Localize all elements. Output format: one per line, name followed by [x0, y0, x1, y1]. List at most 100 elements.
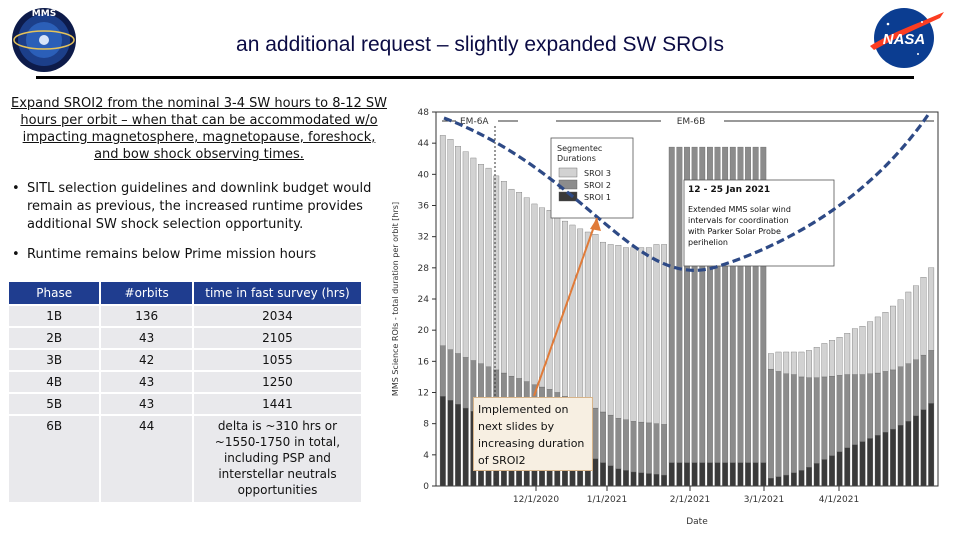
bar-sroi-3 — [897, 299, 904, 367]
bar-sroi-3 — [882, 312, 889, 372]
nasa-logo-text: NASA — [883, 31, 926, 48]
bar-sroi-2 — [691, 146, 698, 463]
annotation-text: with Parker Solar Probe — [688, 227, 781, 236]
bar-sroi-1 — [623, 470, 629, 487]
bar-sroi-3 — [645, 247, 652, 424]
bar-sroi-3 — [638, 247, 645, 423]
bar-sroi-3 — [485, 167, 492, 367]
bar-sroi-3 — [615, 245, 622, 419]
bar-sroi-3 — [623, 247, 629, 420]
bar-sroi-1 — [874, 435, 881, 487]
bullet-text: SITL selection guidelines and downlink b… — [27, 181, 372, 232]
bar-sroi-2 — [615, 418, 622, 470]
bar-sroi-3 — [913, 285, 919, 360]
bar-sroi-1 — [851, 444, 858, 487]
bar-sroi-3 — [592, 234, 599, 409]
cell-orbits: 44 — [101, 416, 192, 502]
bar-sroi-3 — [508, 188, 515, 377]
bar-sroi-3 — [844, 333, 851, 375]
bar-sroi-3 — [523, 197, 530, 382]
bar-sroi-2 — [867, 373, 874, 439]
cell-phase: 5B — [9, 394, 100, 414]
bar-sroi-3 — [600, 241, 606, 413]
legend-entry: SROI 2 — [584, 181, 611, 190]
annotation-text: perihelion — [688, 238, 728, 247]
bar-sroi-2 — [775, 371, 782, 477]
bar-sroi-3 — [439, 135, 446, 346]
annotation-date: 12 - 25 Jan 2021 — [688, 185, 770, 195]
bar-sroi-1 — [638, 472, 645, 487]
bar-sroi-3 — [775, 351, 782, 372]
legend-entry: SROI 3 — [584, 169, 611, 178]
bar-sroi-2 — [462, 357, 469, 409]
bar-sroi-1 — [859, 441, 866, 487]
title-divider — [36, 76, 914, 79]
bar-sroi-1 — [783, 474, 790, 487]
bar-sroi-2 — [653, 423, 660, 475]
bullet-dot: • — [12, 247, 20, 262]
bar-sroi-1 — [676, 462, 683, 487]
table-row: 3B 42 1055 — [9, 350, 361, 370]
bar-sroi-2 — [829, 375, 835, 456]
bar-sroi-3 — [546, 210, 553, 390]
bar-sroi-2 — [905, 363, 912, 422]
slide-title: an additional request – slightly expande… — [236, 33, 724, 56]
bar-sroi-2 — [783, 373, 790, 476]
callout-arrowhead — [590, 218, 601, 231]
bar-sroi-2 — [600, 411, 606, 463]
bar-sroi-1 — [592, 458, 599, 487]
callout-note: Implemented on next slides by increasing… — [473, 397, 593, 471]
bar-sroi-3 — [829, 340, 835, 377]
table-header-row: Phase #orbits time in fast survey (hrs) — [9, 282, 361, 304]
bar-sroi-3 — [790, 351, 797, 375]
bar-sroi-2 — [623, 419, 629, 471]
bar-sroi-1 — [890, 428, 896, 487]
cell-time: 2105 — [193, 328, 361, 348]
bar-sroi-3 — [447, 139, 454, 350]
bar-sroi-1 — [829, 455, 835, 487]
bar-sroi-2 — [729, 146, 736, 463]
cell-orbits: 43 — [101, 328, 192, 348]
region-label-em6a: EM-6A — [460, 117, 489, 127]
x-tick-label: 2/1/2021 — [670, 495, 710, 505]
col-header-phase: Phase — [9, 282, 100, 304]
y-tick-label: 8 — [423, 420, 429, 430]
bar-sroi-2 — [806, 377, 812, 468]
bar-sroi-3 — [584, 231, 591, 406]
bar-sroi-2 — [897, 366, 904, 426]
bar-sroi-1 — [813, 463, 820, 487]
bar-sroi-2 — [439, 345, 446, 397]
table-row: 5B 43 1441 — [9, 394, 361, 414]
cell-time: 1250 — [193, 372, 361, 392]
table-row: 1B 136 2034 — [9, 306, 361, 326]
cell-orbits: 42 — [101, 350, 192, 370]
x-tick-label: 4/1/2021 — [819, 495, 859, 505]
bar-sroi-1 — [897, 425, 904, 487]
cell-phase: 1B — [9, 306, 100, 326]
bar-sroi-1 — [462, 407, 469, 487]
bar-sroi-3 — [836, 337, 843, 376]
table-row: 6B 44 delta is ~310 hrs or ~1550-1750 in… — [9, 416, 361, 502]
bar-sroi-1 — [668, 462, 675, 487]
legend-title: Segmentec — [557, 144, 602, 153]
x-tick-label: 12/1/2020 — [513, 495, 559, 505]
bar-sroi-2 — [859, 374, 866, 442]
x-axis-label: Date — [686, 517, 708, 527]
bar-sroi-3 — [813, 347, 820, 378]
bullet-dot: • — [12, 181, 20, 196]
bar-sroi-3 — [851, 328, 858, 375]
cell-time: delta is ~310 hrs or ~1550-1750 in total… — [193, 416, 361, 502]
bar-sroi-2 — [790, 374, 797, 473]
bar-sroi-3 — [905, 291, 912, 364]
bar-sroi-2 — [455, 353, 461, 405]
cell-phase: 2B — [9, 328, 100, 348]
bar-sroi-1 — [768, 478, 774, 487]
bar-sroi-3 — [516, 192, 523, 379]
bar-sroi-3 — [874, 316, 881, 374]
bar-sroi-2 — [714, 146, 721, 463]
bar-sroi-2 — [752, 146, 759, 463]
phase-table: Phase #orbits time in fast survey (hrs) … — [7, 280, 363, 504]
bar-sroi-3 — [630, 247, 637, 422]
bar-sroi-1 — [661, 474, 668, 487]
